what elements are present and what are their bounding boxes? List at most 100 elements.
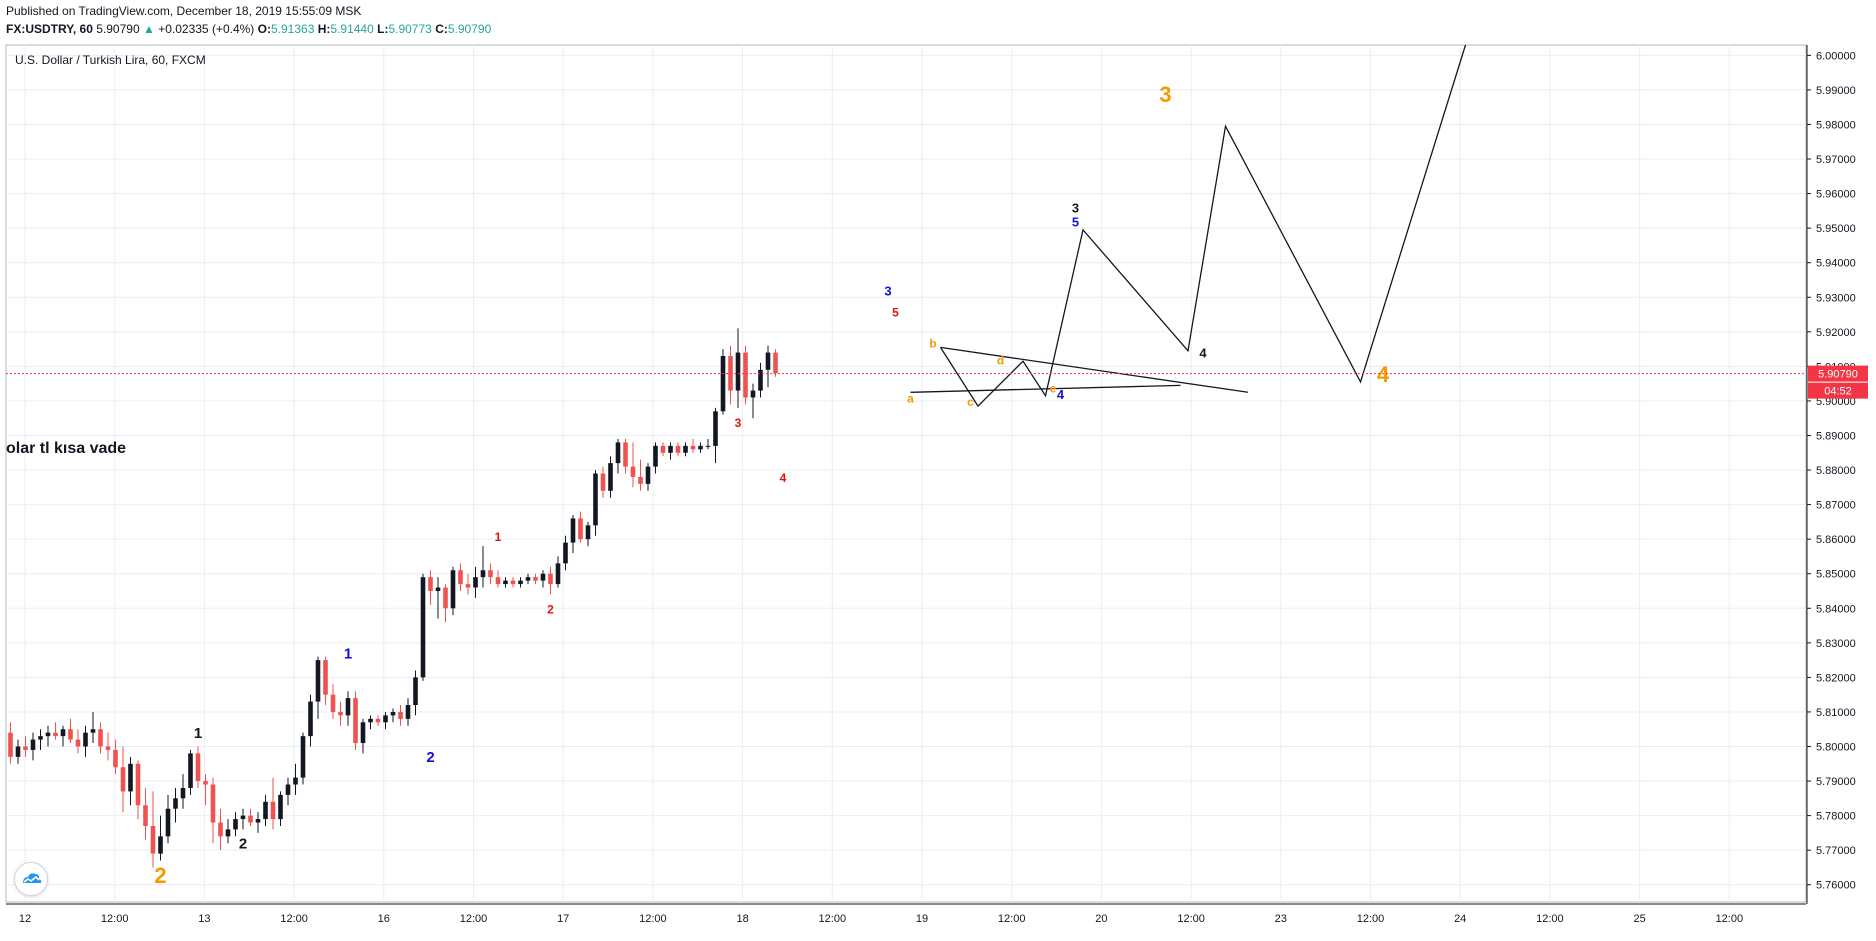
candle-body [383, 715, 388, 723]
candle-body [353, 698, 358, 744]
candle-body [165, 808, 171, 837]
candle-body [713, 411, 718, 446]
candle-body [375, 718, 381, 723]
candle-body [225, 829, 231, 837]
close-value: 5.90790 [447, 22, 492, 36]
x-tick-label: 20 [1095, 913, 1107, 925]
candle-body [525, 577, 531, 581]
candle-body [143, 805, 148, 826]
candle-body [345, 698, 351, 716]
candle-body [488, 570, 493, 578]
y-tick-label: 5.89000 [1816, 430, 1856, 442]
candle-body [180, 787, 186, 799]
y-tick-label: 6.00000 [1816, 50, 1856, 62]
y-tick-label: 5.77000 [1816, 845, 1856, 857]
x-tick-label: 12:00 [1536, 913, 1564, 925]
y-tick-label: 5.93000 [1816, 292, 1856, 304]
last-price-tag [1808, 365, 1868, 382]
candle-body [15, 746, 21, 757]
candle-body [420, 577, 426, 678]
wave-label: 2 [426, 749, 434, 766]
candle-body [428, 577, 433, 591]
candle-body [60, 729, 66, 737]
y-tick-label: 5.87000 [1816, 500, 1856, 512]
candle-body [308, 701, 313, 737]
x-tick-label: 12:00 [101, 913, 129, 925]
candle-body [270, 801, 276, 820]
candle-body [518, 580, 523, 585]
triangle-upper-line [940, 346, 1249, 393]
candle-body [323, 660, 328, 695]
candle-body [548, 573, 553, 585]
candle-body [135, 763, 141, 806]
y-tick-label: 5.78000 [1816, 811, 1856, 823]
candle-body [398, 711, 403, 719]
x-tick-label: 12:00 [1177, 913, 1205, 925]
candle-body [53, 732, 58, 737]
y-tick-label: 5.94000 [1816, 258, 1856, 270]
candle-body [173, 798, 178, 809]
y-tick-label: 5.97000 [1816, 154, 1856, 166]
candle-body [503, 580, 508, 585]
y-tick-label: 5.80000 [1816, 741, 1856, 753]
wave-label: 1 [344, 645, 352, 662]
y-tick-label: 5.82000 [1816, 672, 1856, 684]
wave-label: 3 [884, 284, 891, 299]
published-line: Published on TradingView.com, December 1… [6, 4, 362, 18]
candle-body [285, 784, 291, 795]
y-tick-label: 5.84000 [1816, 603, 1856, 615]
candle-body [593, 473, 598, 526]
y-tick-label: 5.95000 [1816, 223, 1856, 235]
x-tick-label: 16 [378, 913, 390, 925]
candle-body [773, 352, 778, 374]
candle-body [68, 729, 73, 740]
candle-body [405, 705, 411, 719]
wave-label: a [907, 392, 914, 406]
candle-body [90, 729, 96, 733]
y-tick-label: 5.86000 [1816, 534, 1856, 546]
candle-body [128, 763, 133, 792]
candle-body [578, 518, 583, 540]
candle-body [338, 711, 343, 716]
x-tick-label: 25 [1633, 913, 1645, 925]
wave-label: 2 [154, 863, 166, 888]
x-tick-label: 12:00 [819, 913, 847, 925]
candle-body [473, 577, 478, 588]
candle-body [705, 445, 711, 447]
low-value: 5.90773 [388, 22, 432, 36]
wave-label: e [1050, 381, 1057, 395]
wave-label: 2 [547, 602, 554, 616]
chart-legend: U.S. Dollar / Turkish Lira, 60, FXCM [15, 53, 206, 67]
candle-body [300, 736, 306, 778]
candle-body [413, 677, 418, 706]
x-tick-label: 19 [916, 913, 928, 925]
chart-note: olar tl kısa vade [6, 440, 127, 457]
x-tick-label: 12:00 [998, 913, 1026, 925]
candle-body [638, 476, 643, 484]
y-tick-label: 5.81000 [1816, 707, 1856, 719]
candle-body [683, 445, 688, 453]
y-tick-label: 5.83000 [1816, 638, 1856, 650]
x-tick-label: 17 [557, 913, 569, 925]
x-tick-label: 13 [198, 913, 210, 925]
wave-label: 2 [239, 835, 247, 852]
price-change: +0.02335 (+0.4%) [158, 22, 255, 36]
candle-body [698, 445, 703, 450]
candle-body [240, 815, 246, 820]
y-tick-label: 5.79000 [1816, 776, 1856, 788]
candle-body [758, 369, 763, 391]
symbol-label: FX:USDTRY, 60 [6, 22, 93, 36]
wave-label: 3 [1159, 82, 1171, 107]
candle-body [743, 352, 748, 398]
candle-body [248, 815, 253, 823]
countdown-tag [1808, 382, 1868, 399]
cloud-icon [23, 873, 42, 883]
tradingview-logo-button[interactable] [14, 862, 48, 896]
candle-body [690, 445, 696, 450]
candle-body [105, 746, 111, 750]
candle-body [158, 836, 163, 854]
wave-label: 4 [1377, 362, 1390, 387]
x-tick-label: 12:00 [639, 913, 667, 925]
candle-body [540, 573, 546, 581]
